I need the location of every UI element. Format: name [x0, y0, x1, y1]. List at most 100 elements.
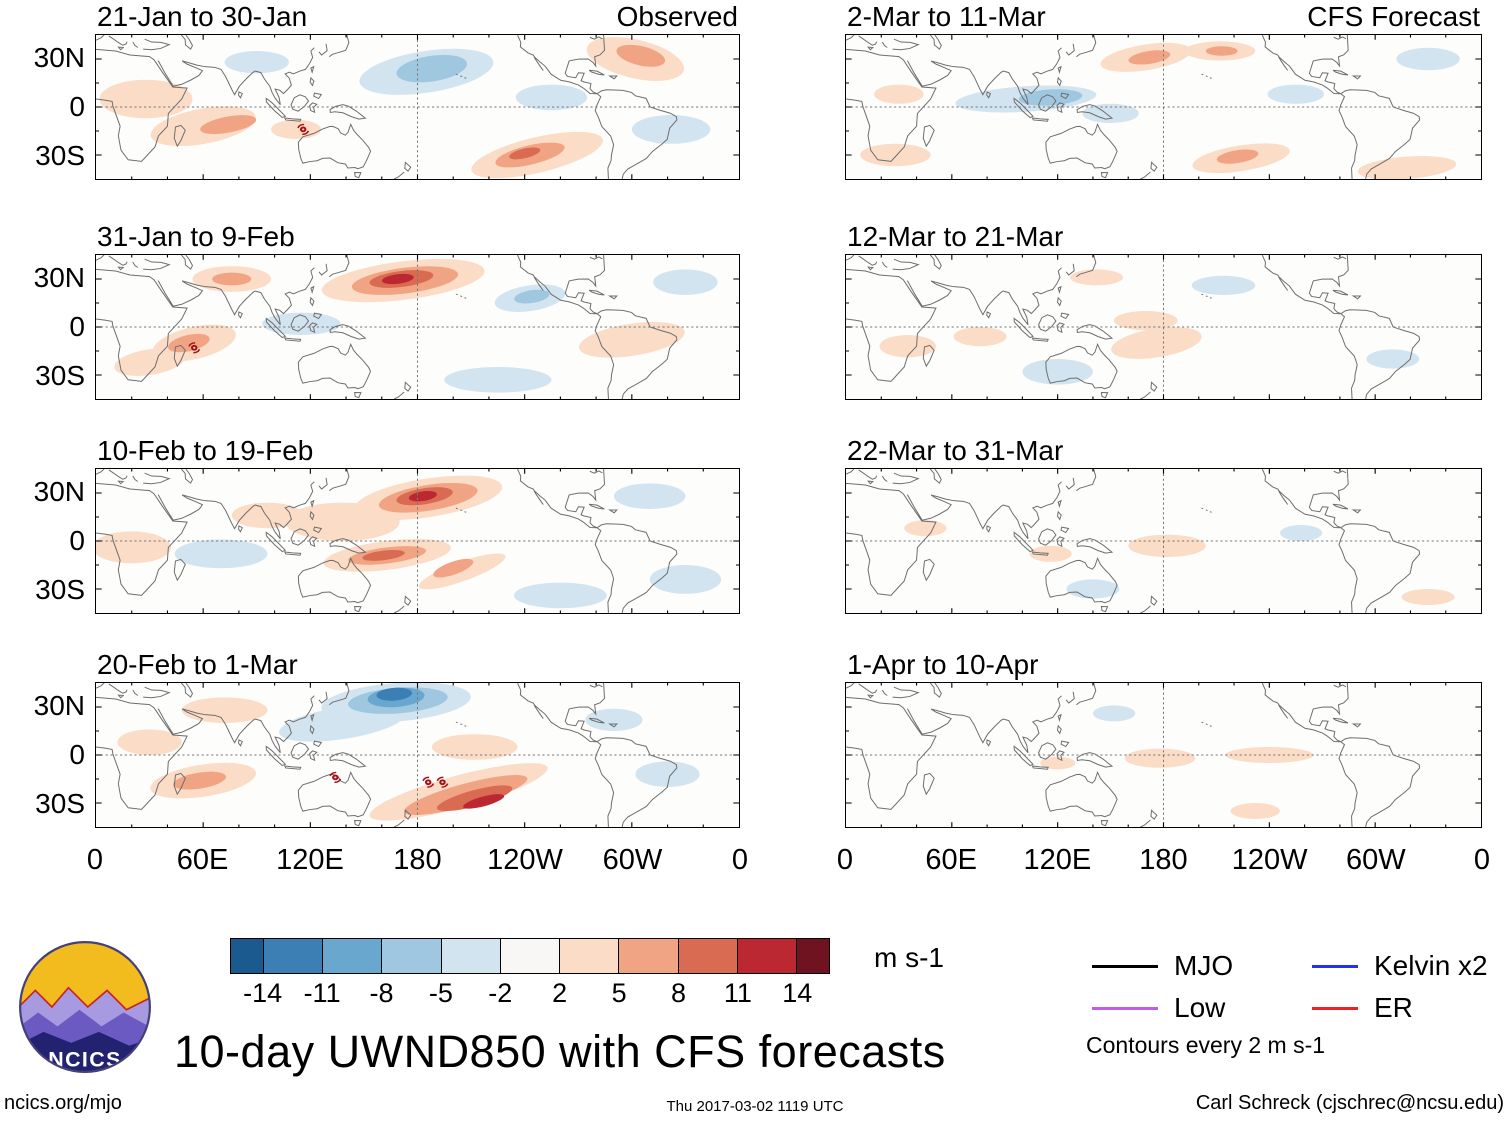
- anomaly-region: [1396, 47, 1460, 71]
- panel-forecast-2: 12-Mar to 21-Mar: [845, 221, 1482, 400]
- anomaly-map: [846, 255, 1481, 399]
- x-axis-label: 0: [731, 844, 749, 876]
- anomaly-region: [444, 367, 552, 393]
- er-line-swatch: [1312, 1006, 1358, 1010]
- anomaly-region: [1267, 84, 1325, 104]
- anomaly-region: [231, 502, 304, 529]
- anomaly-region: [168, 333, 210, 353]
- colorbar-tick-label: 11: [723, 978, 752, 1008]
- contour-interval-note: Contours every 2 m s-1: [1086, 1032, 1326, 1058]
- column-header-cfs-forecast: CFS Forecast: [1307, 1, 1480, 32]
- colorbar-tick-label: -5: [428, 978, 453, 1008]
- axis-ticks: [846, 35, 1481, 179]
- anomaly-region: [1018, 89, 1083, 106]
- colorbar-tick-label: -8: [369, 978, 394, 1008]
- y-axis-labels: 30N 0 30S: [7, 254, 85, 400]
- anomaly-region: [262, 312, 341, 335]
- panel-forecast-3: 22-Mar to 31-Mar: [845, 435, 1482, 614]
- anomaly-region: [1216, 149, 1259, 164]
- anomaly-region: [431, 734, 518, 760]
- colorbar-cell: [323, 939, 383, 973]
- x-axis-label: 180: [393, 844, 442, 876]
- anomaly-region: [381, 273, 414, 285]
- x-axis-label: 120W: [487, 844, 563, 876]
- panel-title: 20-Feb to 1-Mar: [97, 649, 298, 680]
- y-axis-label: 30S: [35, 139, 85, 171]
- low-line-swatch: [1092, 1006, 1158, 1010]
- anomaly-map: [96, 469, 739, 613]
- panel-title: 31-Jan to 9-Feb: [97, 221, 295, 252]
- map-frame: [845, 468, 1482, 614]
- x-axis-label: 120E: [1023, 844, 1092, 876]
- anomaly-region: [279, 704, 406, 742]
- x-axis-labels-right: 0 60E 120E 180 120W 60W 0: [837, 836, 1490, 878]
- anomaly-region: [904, 520, 947, 537]
- anomaly-region: [1114, 311, 1178, 331]
- map-frame: [95, 682, 740, 828]
- kelvin-line-swatch: [1312, 964, 1358, 968]
- anomaly-region: [879, 335, 936, 358]
- colorbar-cell: [619, 939, 679, 973]
- anomaly-region: [433, 558, 474, 578]
- anomaly-region: [117, 729, 182, 755]
- anomaly-region: [173, 771, 227, 790]
- anomaly-region: [99, 79, 193, 119]
- colorbar-tick-label: 2: [552, 978, 568, 1008]
- colorbar-tick-label: 14: [782, 978, 813, 1008]
- colorbar-cell: [500, 939, 561, 973]
- legend-label: Low: [1174, 992, 1226, 1023]
- panel-title: 22-Mar to 31-Mar: [847, 435, 1064, 466]
- anomaly-region: [224, 51, 289, 74]
- anomaly-region: [114, 348, 185, 376]
- y-axis-label: 0: [69, 525, 85, 556]
- y-axis-label: 30N: [33, 690, 85, 722]
- panel-title: 1-Apr to 10-Apr: [847, 649, 1039, 680]
- map-frame: [845, 254, 1482, 400]
- map-frame: [845, 34, 1482, 180]
- anomaly-region: [181, 697, 268, 723]
- panel-forecast-1: 2-Mar to 11-Mar CFS Forecast: [845, 1, 1482, 180]
- colorbar-units-label: m s-1: [874, 942, 944, 973]
- anomaly-region: [96, 531, 172, 564]
- anomaly-region: [509, 147, 541, 160]
- anomaly-region: [212, 272, 252, 286]
- axis-ticks: [846, 683, 1481, 827]
- colorbar-tick-label: 8: [670, 978, 687, 1008]
- panel-observed-1: 21-Jan to 30-Jan Observed 30N 0 30S: [34, 1, 740, 180]
- anomaly-region: [174, 539, 268, 569]
- anomaly-region: [1230, 803, 1280, 819]
- anomaly-map: [96, 255, 739, 399]
- anomaly-map: [96, 35, 739, 179]
- x-axis-label: 0: [86, 844, 104, 876]
- legend-item-kelvin: Kelvin x2: [1312, 950, 1488, 982]
- y-axis-label: 30N: [33, 42, 85, 74]
- anomaly-region: [408, 490, 437, 502]
- anomaly-region: [1401, 589, 1455, 605]
- y-axis-label: 30S: [35, 787, 85, 819]
- tropical-cyclone-marker: [422, 776, 435, 788]
- tropical-cyclone-marker: [436, 776, 449, 788]
- panel-title: 12-Mar to 21-Mar: [847, 221, 1064, 252]
- axis-ticks: [96, 255, 739, 399]
- x-axis-label: 180: [1139, 844, 1188, 876]
- anomaly-region: [514, 289, 550, 304]
- anomaly-map: [96, 683, 739, 827]
- anomaly-region: [396, 54, 468, 83]
- colorbar-cell: [264, 939, 324, 973]
- legend-item-low: Low: [1092, 992, 1225, 1024]
- x-axis-labels-left: 0 60E 120E 180 120W 60W 0: [87, 836, 748, 878]
- anomaly-region: [616, 44, 666, 67]
- colorbar-tick-label: 5: [611, 978, 627, 1008]
- anomaly-region: [362, 549, 405, 561]
- x-axis-label: 60E: [176, 844, 229, 876]
- panel-title: 10-Feb to 19-Feb: [97, 435, 314, 466]
- anomaly-region: [874, 84, 924, 104]
- anomaly-region: [1111, 327, 1202, 359]
- axis-ticks: [96, 683, 739, 827]
- x-axis-label: 120E: [276, 844, 344, 876]
- colorbar-cell: [678, 939, 738, 973]
- axis-ticks: [96, 469, 739, 613]
- anomaly-region: [285, 502, 400, 541]
- x-axis-label: 60W: [1346, 844, 1406, 876]
- tropical-cyclone-marker: [329, 771, 342, 783]
